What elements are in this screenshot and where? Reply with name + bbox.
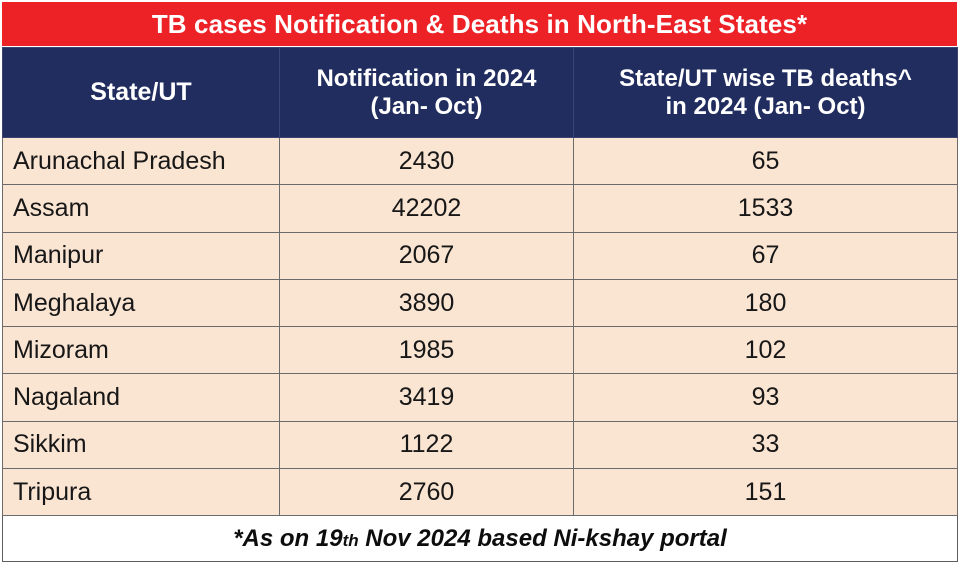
footnote: *As on 19th Nov 2024 based Ni-kshay port…	[2, 515, 958, 563]
column-header-state: State/UT	[2, 47, 280, 138]
cell-state: Nagaland	[2, 373, 280, 422]
table-row: Tripura 2760 151	[2, 468, 958, 517]
cell-notification: 2067	[279, 231, 574, 280]
column-header-notification-line1: Notification in 2024	[316, 65, 537, 93]
cell-state: Manipur	[2, 231, 280, 280]
column-header-notification: Notification in 2024 (Jan- Oct)	[279, 47, 574, 138]
cell-state: Assam	[2, 184, 280, 233]
column-header-deaths-line1: State/UT wise TB deaths^	[619, 65, 912, 93]
cell-notification: 2430	[279, 136, 574, 186]
table-row: Manipur 2067 67	[2, 231, 958, 280]
cell-notification: 2760	[279, 468, 574, 517]
table-body: Arunachal Pradesh 2430 65 Assam 42202 15…	[2, 136, 958, 517]
footnote-ordinal: th	[342, 530, 359, 550]
page-title: TB cases Notification & Deaths in North-…	[151, 9, 808, 39]
cell-deaths: 67	[573, 231, 958, 280]
tb-data-table: State/UT Notification in 2024 (Jan- Oct)…	[2, 47, 958, 563]
cell-deaths: 93	[573, 373, 958, 422]
cell-state: Arunachal Pradesh	[2, 136, 280, 186]
cell-deaths: 180	[573, 278, 958, 328]
column-header-deaths: State/UT wise TB deaths^ in 2024 (Jan- O…	[573, 47, 958, 138]
cell-deaths: 33	[573, 420, 958, 470]
cell-state: Meghalaya	[2, 278, 280, 328]
table-row: Meghalaya 3890 180	[2, 278, 958, 328]
cell-deaths: 65	[573, 136, 958, 186]
column-header-notification-line2: (Jan- Oct)	[370, 92, 483, 120]
cell-state: Tripura	[2, 468, 280, 517]
cell-deaths: 151	[573, 468, 958, 517]
table-footnote-row: *As on 19th Nov 2024 based Ni-kshay port…	[2, 515, 958, 563]
cell-deaths: 102	[573, 326, 958, 375]
cell-notification: 42202	[279, 184, 574, 233]
table-row: Assam 42202 1533	[2, 184, 958, 233]
cell-notification: 3890	[279, 278, 574, 328]
table-row: Nagaland 3419 93	[2, 373, 958, 422]
table-row: Arunachal Pradesh 2430 65	[2, 136, 958, 186]
cell-notification: 3419	[279, 373, 574, 422]
footnote-suffix: Nov 2024 based Ni-kshay portal	[358, 524, 727, 552]
table-header-row: State/UT Notification in 2024 (Jan- Oct)…	[2, 47, 958, 138]
column-header-deaths-line2: in 2024 (Jan- Oct)	[665, 92, 866, 120]
cell-state: Sikkim	[2, 420, 280, 470]
cell-notification: 1985	[279, 326, 574, 375]
cell-state: Mizoram	[2, 326, 280, 375]
footnote-prefix: *As on 19	[233, 524, 343, 552]
title-banner: TB cases Notification & Deaths in North-…	[2, 2, 957, 46]
table-row: Sikkim 1122 33	[2, 420, 958, 470]
cell-notification: 1122	[279, 420, 574, 470]
table-row: Mizoram 1985 102	[2, 326, 958, 375]
cell-deaths: 1533	[573, 184, 958, 233]
